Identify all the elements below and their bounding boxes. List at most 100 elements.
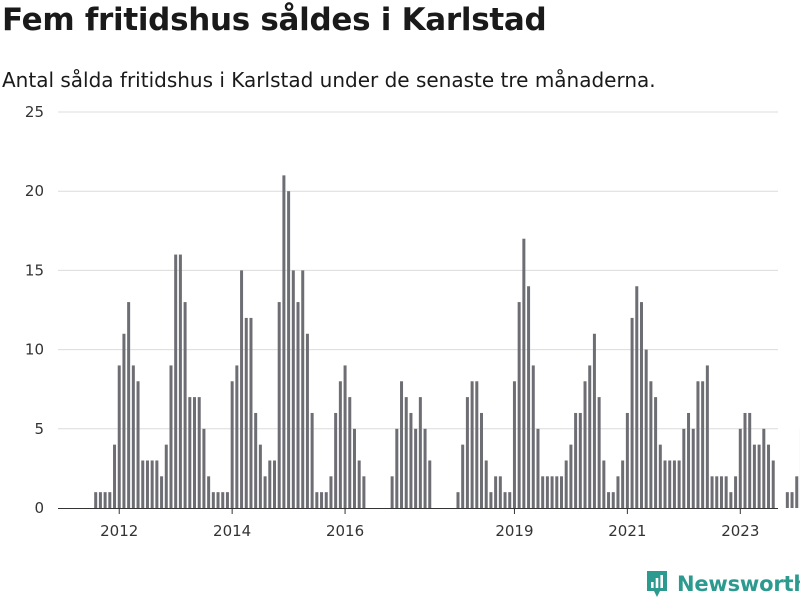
bar (790, 492, 794, 508)
bar (616, 476, 620, 508)
bar (230, 381, 234, 508)
bar (141, 460, 145, 508)
bar (762, 428, 766, 508)
bar (531, 365, 535, 508)
bar (94, 492, 98, 508)
bar (145, 460, 149, 508)
bar (578, 412, 582, 508)
bar (183, 302, 187, 508)
bar (240, 270, 244, 508)
bar (117, 365, 121, 508)
bar (541, 476, 545, 508)
bar (677, 460, 681, 508)
bar (682, 428, 686, 508)
bar (150, 460, 154, 508)
x-tick-label: 2016 (326, 522, 364, 540)
bar (197, 397, 201, 508)
bar (155, 460, 159, 508)
bar (174, 254, 178, 508)
bar (687, 412, 691, 508)
bar (315, 492, 319, 508)
bar (795, 476, 799, 508)
y-tick-label: 5 (34, 420, 44, 438)
y-tick-label: 20 (25, 182, 44, 200)
bar (691, 428, 695, 508)
bar (785, 492, 789, 508)
bar (136, 381, 140, 508)
bar (522, 238, 526, 508)
bar (188, 397, 192, 508)
bar (480, 412, 484, 508)
bar (588, 365, 592, 508)
bar (710, 476, 714, 508)
bar (409, 412, 413, 508)
bar (663, 460, 667, 508)
bar (193, 397, 197, 508)
bar (555, 476, 559, 508)
x-tick-label: 2021 (608, 522, 646, 540)
bar (221, 492, 225, 508)
bar (352, 428, 356, 508)
bar (404, 397, 408, 508)
bar (465, 397, 469, 508)
bar (536, 428, 540, 508)
y-tick-label: 25 (25, 103, 44, 121)
bar (512, 381, 516, 508)
bar (767, 444, 771, 508)
bar (564, 460, 568, 508)
bar (574, 412, 578, 508)
bar (310, 412, 314, 508)
bar (418, 397, 422, 508)
x-tick-label: 2019 (495, 522, 533, 540)
bar (287, 191, 291, 508)
bar (164, 444, 168, 508)
bar (625, 412, 629, 508)
bar (301, 270, 305, 508)
bar (719, 476, 723, 508)
bar (414, 428, 418, 508)
bar (160, 476, 164, 508)
bar (729, 492, 733, 508)
x-tick-label: 2023 (721, 522, 759, 540)
bar (305, 333, 309, 508)
bar (249, 317, 253, 508)
bar (607, 492, 611, 508)
bar (724, 476, 728, 508)
bar (560, 476, 563, 508)
bar (127, 302, 131, 508)
bar (672, 460, 676, 508)
bar (569, 444, 573, 508)
brand-name: Newsworthy (677, 572, 800, 596)
bar (263, 476, 267, 508)
bar (390, 476, 394, 508)
bar (428, 460, 432, 508)
bar (668, 460, 672, 508)
bar (324, 492, 328, 508)
bar (649, 381, 653, 508)
bar (602, 460, 606, 508)
bar (701, 381, 705, 508)
bar (705, 365, 709, 508)
bar (291, 270, 295, 508)
bar (400, 381, 404, 508)
bar (456, 492, 460, 508)
chart-subtitle: Antal sålda fritidshus i Karlstad under … (2, 68, 656, 92)
bar (131, 365, 135, 508)
bar (211, 492, 215, 508)
bar (734, 476, 738, 508)
bar (494, 476, 498, 508)
bar (752, 444, 756, 508)
bar (98, 492, 102, 508)
bar (498, 476, 502, 508)
bar (621, 460, 625, 508)
bar (715, 476, 719, 508)
bar (743, 412, 747, 508)
bar (357, 460, 361, 508)
bar (423, 428, 427, 508)
bar (348, 397, 352, 508)
bar (225, 492, 229, 508)
bar (611, 492, 615, 508)
bar (475, 381, 479, 508)
bar (696, 381, 700, 508)
